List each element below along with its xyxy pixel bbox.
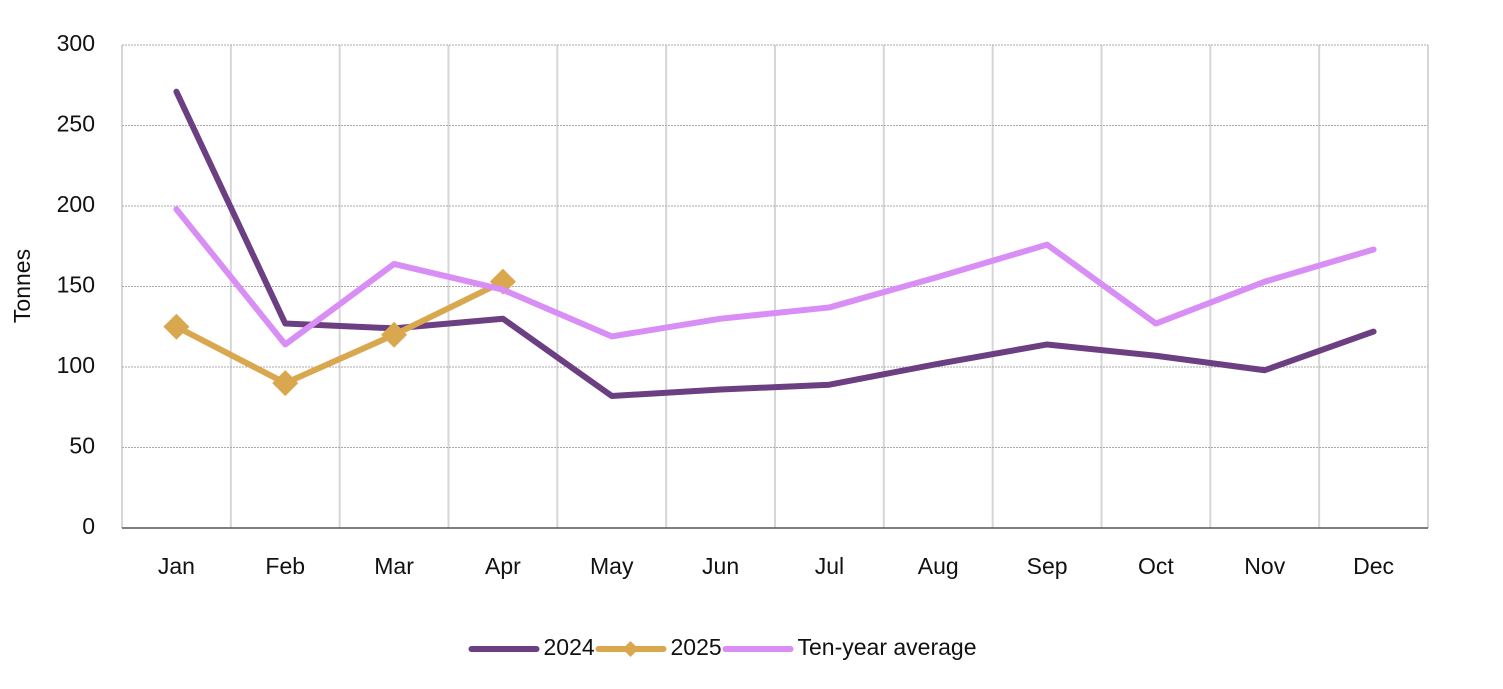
y-tick-label: 250 [57,111,95,137]
legend-label: Ten-year average [798,634,977,660]
x-tick-label: Oct [1138,553,1174,579]
y-tick-label: 300 [57,30,95,56]
x-tick-label: Sep [1027,553,1068,579]
y-tick-label: 200 [57,191,95,217]
y-tick-label: 100 [57,352,95,378]
x-tick-label: Nov [1244,553,1285,579]
series-marker [163,313,190,340]
x-tick-label: Mar [374,553,414,579]
x-tick-label: Feb [265,553,305,579]
y-tick-label: 50 [69,433,95,459]
x-tick-label: Jan [158,553,195,579]
legend-label: 2025 [671,634,722,660]
x-tick-label: Jun [702,553,739,579]
y-axis-label: Tonnes [9,249,35,323]
series-line [173,206,1377,348]
x-tick-label: May [590,553,634,579]
x-tick-label: Dec [1353,553,1394,579]
series-marker [272,370,299,397]
series-line [173,88,1377,399]
x-tick-label: Aug [918,553,959,579]
y-tick-label: 150 [57,272,95,298]
series-line [173,278,506,387]
x-tick-label: Apr [485,553,521,579]
legend-marker [622,641,639,657]
legend-label: 2024 [544,634,595,660]
y-tick-label: 0 [82,513,95,539]
x-tick-label: Jul [815,553,844,579]
series-marker [381,321,408,348]
